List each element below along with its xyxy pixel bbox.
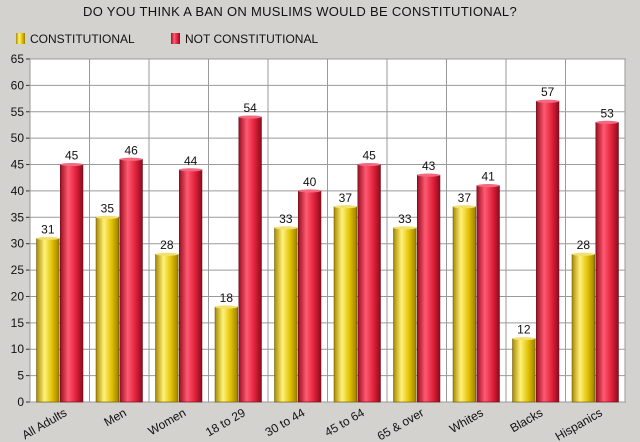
bar-not-constitutional [298,190,322,403]
data-label-not-constitutional: 45 [362,149,376,163]
bar-top-constitutional [215,305,238,309]
bar-constitutional [214,306,238,403]
data-label-constitutional: 28 [160,238,174,252]
y-tick-label: 15 [11,316,25,330]
data-label-constitutional: 33 [398,212,412,226]
x-tick-label: 30 to 44 [263,405,308,439]
data-label-constitutional: 35 [101,201,115,215]
bar-not-constitutional [536,100,560,403]
y-tick-label: 40 [11,184,25,198]
legend-swatch-constitutional [16,33,25,44]
bar-top-not-constitutional [179,168,202,172]
data-label-constitutional: 12 [517,323,531,337]
x-tick-label: Men [102,405,129,429]
x-tick-label: All Adults [20,405,70,442]
bar-constitutional [36,238,60,403]
bar-top-constitutional [393,226,417,230]
y-tick-label: 50 [11,131,25,145]
y-tick-label: 65 [11,52,25,66]
bar-constitutional [333,206,357,403]
x-tick-label: 18 to 29 [203,405,248,439]
bar-constitutional [274,227,298,403]
bar-constitutional [155,253,179,403]
bar-top-constitutional [96,215,119,219]
bar-not-constitutional [595,122,619,403]
y-tick-label: 10 [11,342,25,356]
data-label-constitutional: 28 [577,238,591,252]
data-label-not-constitutional: 53 [600,106,614,120]
bar-top-not-constitutional [298,189,321,193]
legend: CONSTITUTIONAL NOT CONSTITUTIONAL [16,32,318,46]
bar-not-constitutional [60,164,84,403]
data-label-constitutional: 37 [339,191,353,205]
bar-top-constitutional [512,337,536,341]
y-tick-label: 30 [11,237,25,251]
y-tick-label: 45 [11,158,25,172]
legend-swatch-not-constitutional [171,33,180,44]
data-label-constitutional: 33 [279,212,293,226]
x-tick-label: 45 to 64 [322,405,367,439]
y-tick-label: 5 [17,369,24,383]
bar-top-not-constitutional [60,162,83,167]
data-label-not-constitutional: 40 [303,175,317,189]
bar-not-constitutional [417,174,441,403]
data-label-not-constitutional: 45 [65,149,79,163]
data-label-constitutional: 37 [458,191,472,205]
y-tick-label: 25 [11,263,25,277]
bar-not-constitutional [119,158,143,403]
bar-constitutional [452,206,476,403]
y-tick-label: 0 [17,395,24,409]
y-tick-label: 20 [11,289,25,303]
y-tick-label: 35 [11,210,25,224]
data-label-not-constitutional: 43 [422,159,436,173]
bar-top-constitutional [36,236,60,241]
bar-not-constitutional [179,169,203,403]
y-tick-label: 60 [11,78,25,92]
x-tick-label: Women [146,405,189,438]
bar-top-not-constitutional [119,157,143,161]
bar-constitutional [571,253,595,403]
bar-top-constitutional [155,252,179,256]
bar-top-not-constitutional [417,173,440,177]
x-tick-label: Blacks [508,405,546,435]
data-label-not-constitutional: 44 [184,154,198,168]
legend-label-constitutional: CONSTITUTIONAL [30,32,135,46]
bar-top-not-constitutional [476,184,500,188]
bar-not-constitutional [238,116,262,403]
data-label-constitutional: 31 [41,222,55,236]
bar-top-constitutional [334,205,357,209]
x-tick-label: Whites [447,405,486,435]
y-tick-label: 55 [11,105,25,119]
data-label-not-constitutional: 54 [243,101,257,115]
bar-top-not-constitutional [238,115,262,119]
bar-top-constitutional [453,205,476,209]
bar-top-not-constitutional [357,162,381,167]
bar-top-not-constitutional [595,120,619,124]
data-label-not-constitutional: 57 [541,85,555,99]
data-label-not-constitutional: 41 [481,170,495,184]
bar-constitutional [393,227,417,403]
bar-not-constitutional [476,185,500,403]
bar-top-constitutional [274,226,298,230]
x-tick-label: Hispanics [553,405,605,442]
bar-constitutional [95,217,119,403]
data-label-not-constitutional: 46 [124,143,138,157]
x-tick-label: 65 & over [375,405,426,442]
bar-top-constitutional [572,252,595,256]
bar-not-constitutional [357,164,381,403]
legend-label-not-constitutional: NOT CONSTITUTIONAL [185,32,318,46]
bar-constitutional [512,338,536,403]
bar-top-not-constitutional [536,99,559,103]
chart-title: DO YOU THINK A BAN ON MUSLIMS WOULD BE C… [83,4,517,19]
data-label-constitutional: 18 [220,291,234,305]
plot-area: 0 5 10 15 20 25 30 35 40 45 50 55 60 65 31 45 All Adults… [11,52,626,442]
